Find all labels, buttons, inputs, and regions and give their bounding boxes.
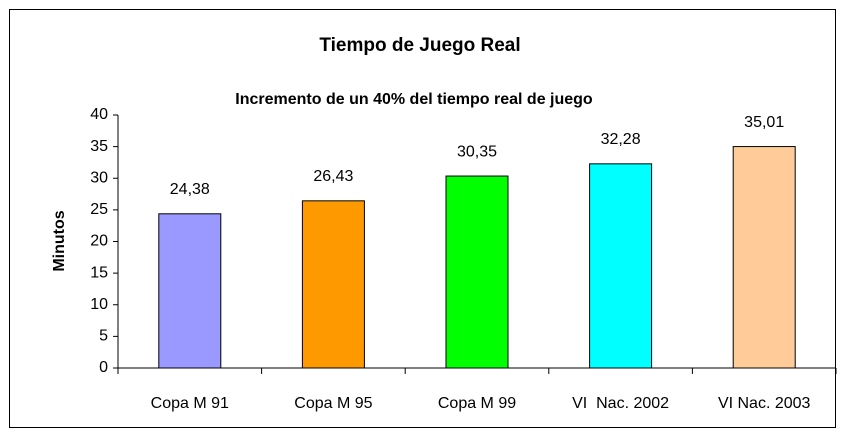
y-axis-label: Minutos [51, 210, 68, 271]
y-tick-label: 5 [99, 328, 108, 345]
chart-border [9, 9, 836, 428]
x-tick-label: Copa M 91 [151, 395, 229, 412]
y-tick-label: 30 [90, 169, 108, 186]
value-label: 24,38 [170, 181, 210, 198]
x-tick-label: Copa M 99 [438, 395, 516, 412]
value-label: 30,35 [457, 143, 497, 160]
x-tick-label: Copa M 95 [294, 395, 372, 412]
x-tick-label: VI Nac. 2003 [718, 395, 811, 412]
bar [732, 146, 796, 369]
chart-title: Tiempo de Juego Real [319, 35, 520, 56]
bar [445, 175, 509, 369]
y-tick-label: 25 [90, 201, 108, 218]
bar [301, 200, 365, 369]
bar [589, 163, 653, 369]
bar [158, 213, 222, 369]
y-tick-label: 0 [99, 359, 108, 376]
y-tick-label: 20 [90, 233, 108, 250]
value-label: 26,43 [313, 168, 353, 185]
x-tick-label: VI Nac. 2002 [572, 395, 669, 412]
chart-subtitle: Incremento de un 40% del tiempo real de … [235, 91, 593, 108]
value-label: 32,28 [601, 131, 641, 148]
y-tick-label: 40 [90, 106, 108, 123]
y-tick-label: 15 [90, 264, 108, 281]
y-tick-label: 35 [90, 138, 108, 155]
y-tick-label: 10 [90, 296, 108, 313]
value-label: 35,01 [744, 114, 784, 131]
